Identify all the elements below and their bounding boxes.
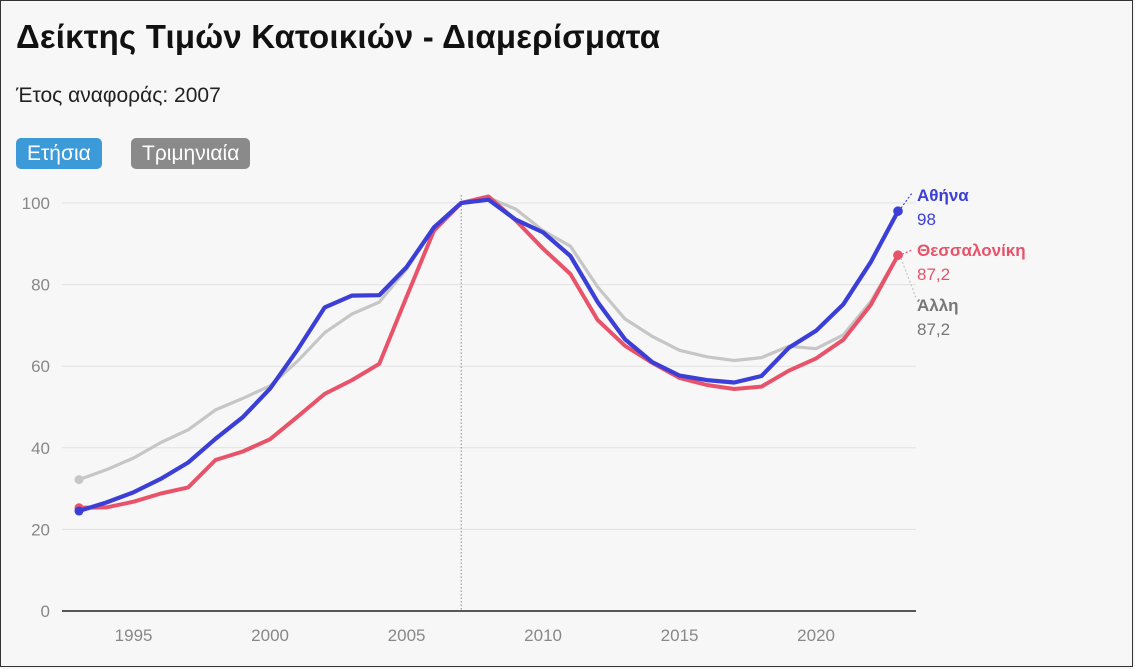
series-end-dot-thessaloniki (893, 250, 903, 261)
end-label-connector-athens (900, 192, 913, 209)
x-tick-label-2020: 2020 (797, 626, 835, 645)
end-label-connector-thessaloniki (901, 249, 913, 255)
end-label-name-thessaloniki: Θεσσαλονίκη (917, 241, 1026, 260)
series-start-dot-athens (74, 506, 84, 516)
series-line-other (77, 196, 900, 482)
y-tick-label-60: 60 (31, 357, 50, 376)
x-tick-label-2005: 2005 (388, 626, 426, 645)
series-line-athens (76, 197, 901, 514)
annual-toggle-button[interactable]: Ετήσια (16, 138, 102, 169)
end-label-value-athens: 98 (917, 210, 936, 229)
x-tick-label-2015: 2015 (661, 626, 699, 645)
end-label-value-other: 87,2 (917, 320, 950, 339)
series-start-dot-other (74, 475, 84, 485)
x-tick-label-2000: 2000 (251, 626, 289, 645)
series-line-thessaloniki (77, 194, 900, 510)
end-label-connector-other (900, 258, 917, 299)
page-title: Δείκτης Τιμών Κατοικιών - Διαμερίσματα (16, 18, 661, 55)
chart-subtitle: Έτος αναφοράς: 2007 (16, 84, 221, 107)
y-tick-label-100: 100 (22, 194, 50, 213)
x-tick-label-2010: 2010 (524, 626, 562, 645)
y-tick-label-0: 0 (41, 602, 50, 621)
y-tick-label-40: 40 (31, 439, 50, 458)
end-label-name-other: Άλλη (917, 296, 959, 315)
end-label-value-thessaloniki: 87,2 (917, 265, 950, 284)
end-label-name-athens: Αθήνα (917, 186, 969, 205)
y-tick-label-20: 20 (31, 520, 50, 539)
x-tick-label-1995: 1995 (115, 626, 153, 645)
quarterly-toggle-button[interactable]: Τριμηνιαία (131, 138, 251, 169)
y-tick-label-80: 80 (31, 276, 50, 295)
series-end-dot-athens (893, 206, 903, 216)
